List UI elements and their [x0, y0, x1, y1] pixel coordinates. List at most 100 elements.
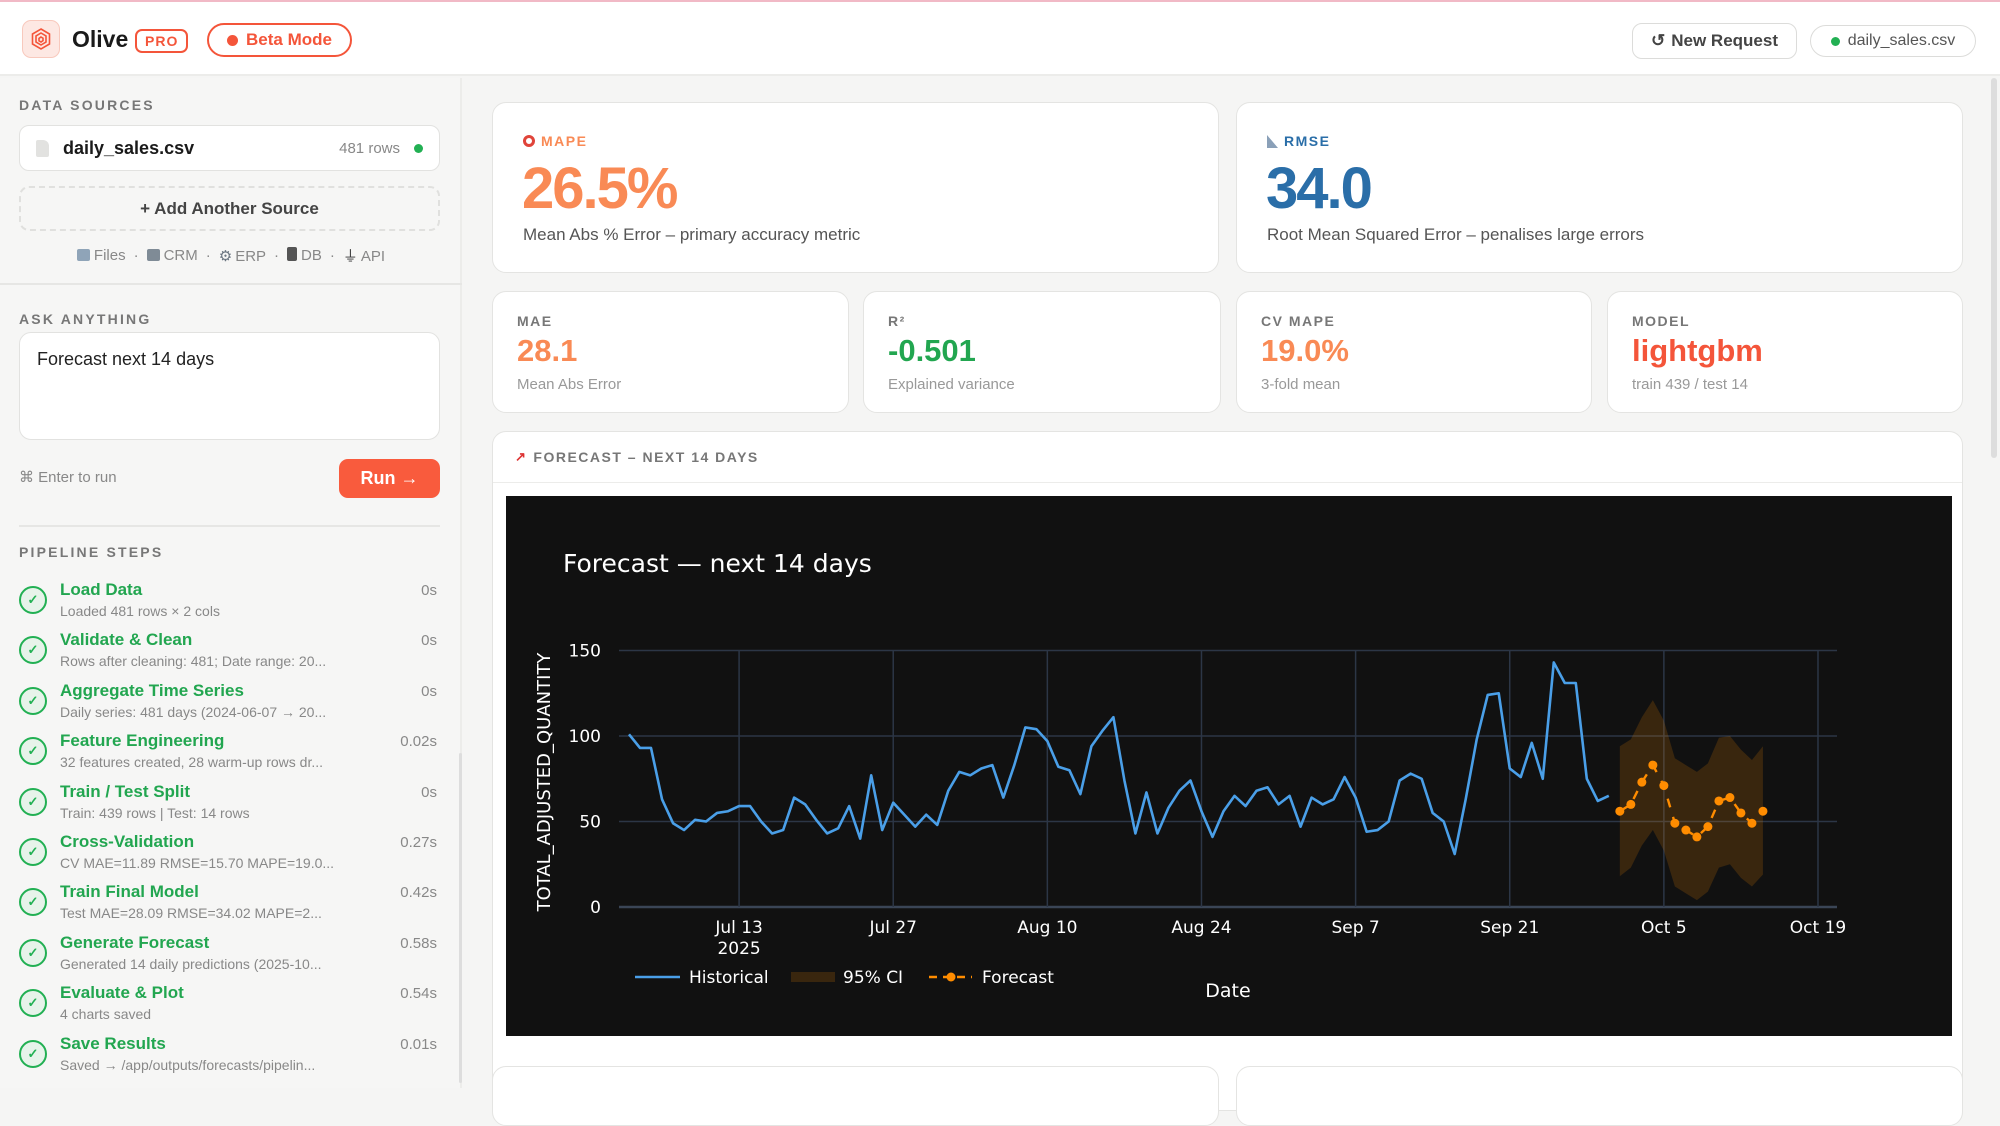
x-tick-label: Aug 24: [1171, 918, 1231, 938]
building-icon: [147, 249, 160, 261]
target-icon: [523, 135, 535, 147]
pipeline-step[interactable]: ✓ Save Results Saved → /app/outputs/fore…: [19, 1036, 440, 1084]
step-detail: CV MAE=11.89 RMSE=15.70 MAPE=19.0...: [60, 855, 334, 871]
main-scrollbar[interactable]: [1991, 78, 1997, 458]
forecast-point: [1637, 778, 1646, 787]
source-type-label: Files: [94, 247, 126, 264]
step-detail: Generated 14 daily predictions (2025-10.…: [60, 956, 322, 972]
forecast-point: [1626, 800, 1635, 809]
x-tick-label: Jul 27: [868, 918, 917, 938]
rmse-card: RMSE 34.0 Root Mean Squared Error – pena…: [1236, 102, 1963, 273]
source-type-crm[interactable]: CRM: [147, 247, 198, 264]
step-duration: 0s: [421, 784, 437, 801]
source-type-db[interactable]: DB: [287, 247, 322, 264]
rmse-label-row: RMSE: [1267, 133, 1330, 149]
step-detail: Rows after cleaning: 481; Date range: 20…: [60, 653, 326, 669]
separator: ·: [206, 247, 211, 264]
divider: [0, 283, 462, 285]
pipeline-step[interactable]: ✓ Aggregate Time Series Daily series: 48…: [19, 683, 440, 731]
pipeline-step[interactable]: ✓ Cross-Validation CV MAE=11.89 RMSE=15.…: [19, 834, 440, 882]
step-detail: Loaded 481 rows × 2 cols: [60, 603, 220, 619]
mape-label: MAPE: [541, 133, 587, 149]
beta-dot-icon: [227, 35, 238, 46]
mape-description: Mean Abs % Error – primary accuracy metr…: [523, 225, 860, 245]
legend-forecast-label: Forecast: [982, 968, 1054, 988]
new-request-button[interactable]: ↺New Request: [1632, 23, 1797, 59]
source-types: Files· CRM· ⚙ERP· DB· ⏚API: [0, 245, 462, 266]
source-type-files[interactable]: Files: [77, 247, 126, 264]
forecast-point: [1648, 761, 1657, 770]
active-file-pill[interactable]: daily_sales.csv: [1810, 25, 1976, 57]
model-label: MODEL: [1632, 313, 1690, 329]
rmse-description: Root Mean Squared Error – penalises larg…: [1267, 225, 1644, 245]
beta-mode-toggle[interactable]: Beta Mode: [207, 23, 352, 57]
source-type-erp[interactable]: ⚙ERP: [219, 247, 266, 265]
legend-forecast-marker: [947, 973, 956, 982]
x-tick-label: Jul 13: [714, 918, 763, 938]
step-duration: 0.54s: [400, 985, 437, 1002]
x-tick-label: Sep 7: [1331, 918, 1379, 938]
step-name: Train Final Model: [60, 882, 199, 902]
status-dot-icon: [1831, 37, 1840, 46]
mae-description: Mean Abs Error: [517, 376, 621, 393]
mae-card: MAE 28.1 Mean Abs Error: [492, 291, 849, 413]
source-type-label: API: [361, 248, 385, 265]
data-source-file[interactable]: daily_sales.csv 481 rows: [19, 125, 440, 171]
y-tick-label: 0: [590, 898, 601, 918]
step-duration: 0.42s: [400, 884, 437, 901]
pipeline-step[interactable]: ✓ Train Final Model Test MAE=28.09 RMSE=…: [19, 884, 440, 932]
source-type-label: ERP: [235, 248, 266, 265]
prompt-input[interactable]: Forecast next 14 days: [19, 332, 440, 440]
pipeline-step[interactable]: ✓ Evaluate & Plot 4 charts saved 0.54s: [19, 985, 440, 1033]
pipeline-step[interactable]: ✓ Generate Forecast Generated 14 daily p…: [19, 935, 440, 983]
y-tick-label: 100: [569, 727, 601, 747]
forecast-point: [1703, 822, 1712, 831]
rmse-value: 34.0: [1266, 155, 1371, 222]
step-name: Load Data: [60, 580, 142, 600]
check-circle-icon: ✓: [19, 586, 47, 614]
legend-ci-swatch: [791, 972, 835, 982]
model-value: lightgbm: [1632, 333, 1763, 369]
r2-label: R²: [888, 313, 906, 329]
step-duration: 0s: [421, 632, 437, 649]
check-circle-icon: ✓: [19, 838, 47, 866]
x-tick-label: Oct 19: [1790, 918, 1846, 938]
step-detail: 32 features created, 28 warm-up rows dr.…: [60, 754, 323, 770]
forecast-point: [1670, 819, 1679, 828]
sidebar-scrollbar[interactable]: [459, 753, 462, 1083]
mape-label-row: MAPE: [523, 133, 587, 149]
step-duration: 0.01s: [400, 1036, 437, 1053]
step-detail: Train: 439 rows | Test: 14 rows: [60, 805, 250, 821]
sidebar: DATA SOURCES daily_sales.csv 481 rows + …: [0, 78, 462, 1088]
x-tick-label: Oct 5: [1641, 918, 1687, 938]
pipeline-step[interactable]: ✓ Load Data Loaded 481 rows × 2 cols 0s: [19, 582, 440, 630]
forecast-point: [1615, 807, 1624, 816]
add-source-button[interactable]: + Add Another Source: [19, 186, 440, 231]
mae-label: MAE: [517, 313, 553, 329]
bottom-card-left: [492, 1066, 1219, 1126]
chart-trend-icon: ↗: [515, 449, 527, 465]
y-tick-label: 50: [579, 813, 601, 833]
forecast-point: [1725, 793, 1734, 802]
model-card: MODEL lightgbm train 439 / test 14: [1607, 291, 1963, 413]
r2-value: -0.501: [888, 333, 976, 369]
file-row-count: 481 rows: [339, 140, 400, 157]
cv-mape-label: CV MAPE: [1261, 313, 1335, 329]
pro-badge: PRO: [135, 29, 188, 53]
pipeline-step[interactable]: ✓ Validate & Clean Rows after cleaning: …: [19, 632, 440, 680]
source-type-label: DB: [301, 247, 322, 264]
step-name: Generate Forecast: [60, 933, 209, 953]
source-type-api[interactable]: ⏚API: [343, 245, 385, 266]
chart-title: Forecast — next 14 days: [563, 549, 872, 578]
step-duration: 0.02s: [400, 733, 437, 750]
check-circle-icon: ✓: [19, 737, 47, 765]
step-detail: Test MAE=28.09 RMSE=34.02 MAPE=2...: [60, 905, 322, 921]
run-button[interactable]: Run →: [339, 459, 440, 498]
historical-line: [629, 662, 1609, 854]
beta-mode-label: Beta Mode: [246, 30, 332, 50]
gear-icon: ⚙: [219, 248, 232, 265]
step-duration: 0.58s: [400, 935, 437, 952]
active-file-name: daily_sales.csv: [1848, 32, 1956, 50]
pipeline-step[interactable]: ✓ Feature Engineering 32 features create…: [19, 733, 440, 781]
pipeline-step[interactable]: ✓ Train / Test Split Train: 439 rows | T…: [19, 784, 440, 832]
